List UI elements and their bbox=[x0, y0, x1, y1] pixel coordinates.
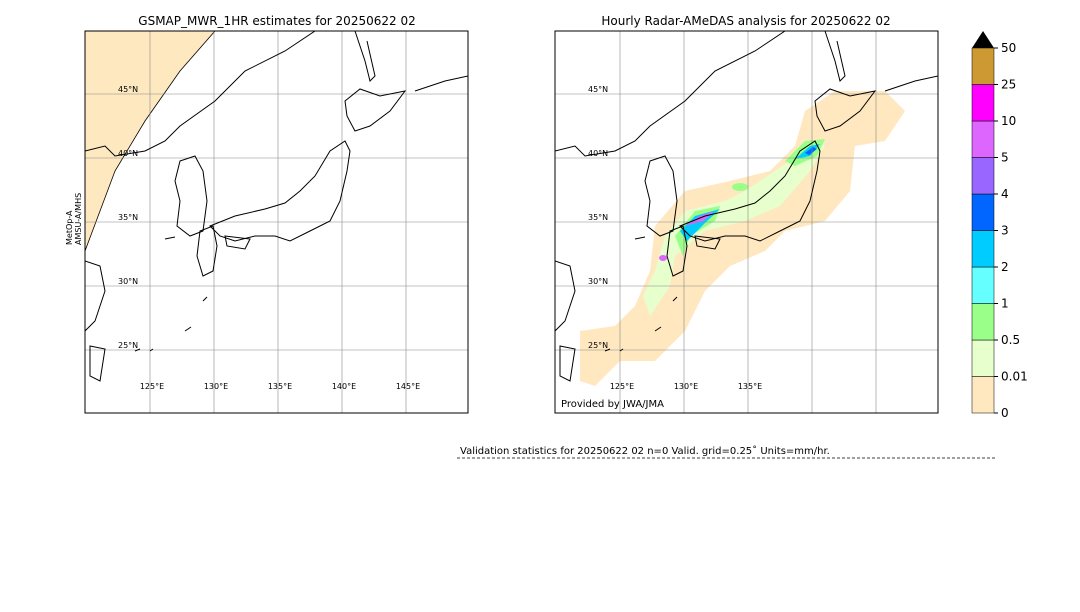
rain-field bbox=[580, 91, 905, 386]
colorbar-label: 0.5 bbox=[1001, 333, 1020, 347]
lat-label: 45°N bbox=[588, 85, 608, 94]
colorbar-bin bbox=[971, 303, 995, 341]
lat-label: 30°N bbox=[588, 277, 608, 286]
colorbar: 0 0.01 0.5 1 2 3 4 5 10 25 50 bbox=[971, 31, 1028, 420]
lat-label: 35°N bbox=[588, 213, 608, 222]
colorbar-bin bbox=[971, 376, 995, 414]
colorbar-bin bbox=[971, 120, 995, 158]
colorbar-bin bbox=[971, 230, 995, 268]
colorbar-bin bbox=[971, 47, 995, 85]
side-label: MetOp-A bbox=[65, 210, 74, 245]
colorbar-bin bbox=[971, 193, 995, 231]
colorbar-label: 4 bbox=[1001, 187, 1009, 201]
lon-label: 130°E bbox=[674, 382, 698, 391]
colorbar-label: 5 bbox=[1001, 151, 1009, 165]
lat-label: 30°N bbox=[118, 277, 138, 286]
frame bbox=[84, 30, 469, 414]
lat-label: 40°N bbox=[588, 149, 608, 158]
colorbar-bin bbox=[971, 266, 995, 304]
lat-label: 45°N bbox=[118, 85, 138, 94]
lat-label: 25°N bbox=[588, 341, 608, 350]
frame bbox=[554, 30, 939, 414]
left-map bbox=[84, 30, 469, 414]
lon-label: 130°E bbox=[204, 382, 228, 391]
lon-label: 125°E bbox=[140, 382, 164, 391]
lat-label: 35°N bbox=[118, 213, 138, 222]
credit: Provided by JWA/JMA bbox=[561, 399, 664, 410]
left-title: GSMAP_MWR_1HR estimates for 20250622 02 bbox=[138, 14, 415, 28]
colorbar-label: 10 bbox=[1001, 114, 1016, 128]
lon-label: 145°E bbox=[396, 382, 420, 391]
colorbar-label: 1 bbox=[1001, 297, 1009, 311]
swath bbox=[85, 31, 216, 252]
colorbar-label: 0 bbox=[1001, 406, 1009, 420]
lon-label: 135°E bbox=[268, 382, 292, 391]
lon-label: 140°E bbox=[332, 382, 356, 391]
lon-label: 125°E bbox=[610, 382, 634, 391]
colorbar-bin bbox=[971, 339, 995, 377]
colorbar-extend bbox=[972, 31, 994, 48]
lat-label: 40°N bbox=[118, 149, 138, 158]
colorbar-bin bbox=[971, 84, 995, 122]
right-title: Hourly Radar-AMeDAS analysis for 2025062… bbox=[601, 14, 890, 28]
colorbar-bin bbox=[971, 157, 995, 195]
side-label: AMSU-A/MHS bbox=[74, 193, 83, 245]
right-map bbox=[554, 30, 939, 414]
validation-text: Validation statistics for 20250622 02 n=… bbox=[460, 445, 830, 457]
colorbar-label: 50 bbox=[1001, 41, 1016, 55]
colorbar-label: 2 bbox=[1001, 260, 1009, 274]
colorbar-label: 25 bbox=[1001, 78, 1016, 92]
lon-label: 135°E bbox=[738, 382, 762, 391]
lat-label: 25°N bbox=[118, 341, 138, 350]
colorbar-label: 3 bbox=[1001, 224, 1009, 238]
colorbar-label: 0.01 bbox=[1001, 370, 1028, 384]
